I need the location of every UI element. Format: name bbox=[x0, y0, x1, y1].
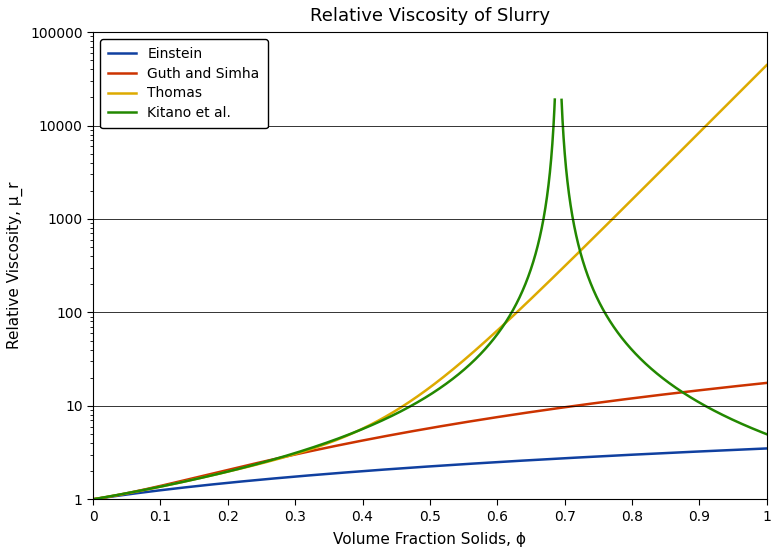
Line: Kitano et al.: Kitano et al. bbox=[93, 100, 555, 499]
Guth and Simha bbox=[520, 409, 530, 416]
Y-axis label: Relative Viscosity, μ_r: Relative Viscosity, μ_r bbox=[7, 182, 23, 350]
Guth and Simha bbox=[496, 413, 505, 420]
Thomas bbox=[89, 496, 98, 502]
Line: Thomas: Thomas bbox=[93, 65, 766, 499]
Thomas bbox=[496, 324, 505, 331]
Kitano et al. bbox=[89, 496, 98, 502]
Thomas bbox=[520, 301, 530, 307]
Line: Guth and Simha: Guth and Simha bbox=[93, 383, 766, 499]
Line: Einstein: Einstein bbox=[93, 448, 766, 499]
Kitano et al. bbox=[119, 490, 128, 497]
Guth and Simha bbox=[256, 459, 265, 465]
Guth and Simha bbox=[718, 384, 727, 391]
Thomas bbox=[718, 105, 727, 112]
X-axis label: Volume Fraction Solids, ϕ: Volume Fraction Solids, ϕ bbox=[334, 532, 527, 547]
Einstein bbox=[520, 457, 530, 464]
Thomas bbox=[256, 460, 265, 467]
Kitano et al. bbox=[277, 454, 286, 460]
Thomas bbox=[407, 397, 416, 404]
Guth and Simha bbox=[89, 496, 98, 502]
Thomas bbox=[762, 62, 771, 69]
Kitano et al. bbox=[99, 494, 108, 501]
Einstein bbox=[407, 464, 416, 471]
Guth and Simha bbox=[571, 402, 580, 409]
Einstein bbox=[89, 496, 98, 502]
Kitano et al. bbox=[533, 244, 542, 250]
Legend: Einstein, Guth and Simha, Thomas, Kitano et al.: Einstein, Guth and Simha, Thomas, Kitano… bbox=[100, 39, 268, 129]
Einstein bbox=[496, 459, 505, 465]
Einstein bbox=[718, 447, 727, 454]
Einstein bbox=[571, 454, 580, 461]
Kitano et al. bbox=[180, 478, 190, 485]
Title: Relative Viscosity of Slurry: Relative Viscosity of Slurry bbox=[310, 7, 550, 25]
Guth and Simha bbox=[407, 428, 416, 435]
Einstein bbox=[762, 445, 771, 452]
Guth and Simha bbox=[762, 379, 771, 386]
Kitano et al. bbox=[522, 277, 531, 284]
Kitano et al. bbox=[550, 96, 559, 103]
Thomas bbox=[571, 253, 580, 259]
Einstein bbox=[256, 476, 265, 483]
